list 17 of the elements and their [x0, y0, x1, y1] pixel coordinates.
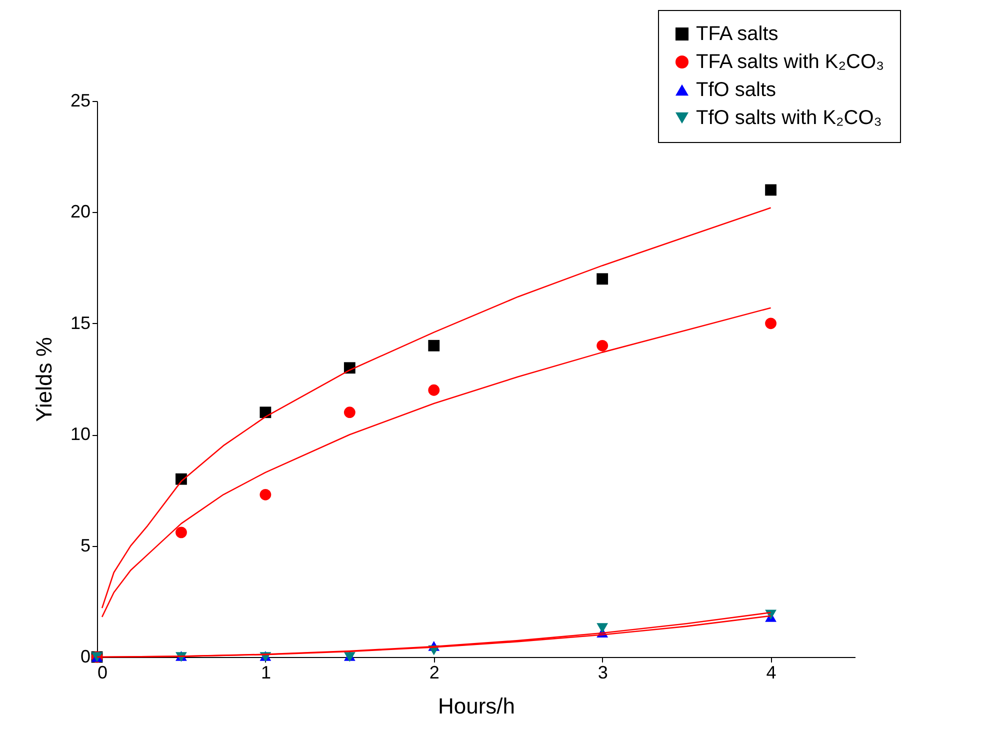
- y-tick-label: 15: [70, 312, 90, 333]
- y-tick-label: 20: [70, 202, 90, 222]
- x-tick-label: 4: [766, 662, 776, 682]
- x-axis-title: Hours/h: [438, 694, 516, 718]
- y-tick-label: 10: [70, 424, 90, 444]
- y-tick-label: 0: [80, 646, 90, 666]
- legend-label: TFA salts with K₂CO₃: [696, 51, 884, 73]
- legend-label: TFA salts: [696, 23, 778, 45]
- y-axis-title: Yields %: [31, 337, 56, 422]
- x-tick-label: 1: [260, 662, 271, 682]
- legend-label: TfO salts: [696, 79, 776, 101]
- x-tick-label: 0: [98, 662, 108, 682]
- y-tick-label: 5: [80, 535, 90, 556]
- x-tick-label: 2: [429, 662, 440, 682]
- legend-label: TfO salts with K₂CO₃: [696, 107, 882, 129]
- x-tick-label: 3: [598, 662, 608, 682]
- y-tick-label: 25: [70, 90, 90, 110]
